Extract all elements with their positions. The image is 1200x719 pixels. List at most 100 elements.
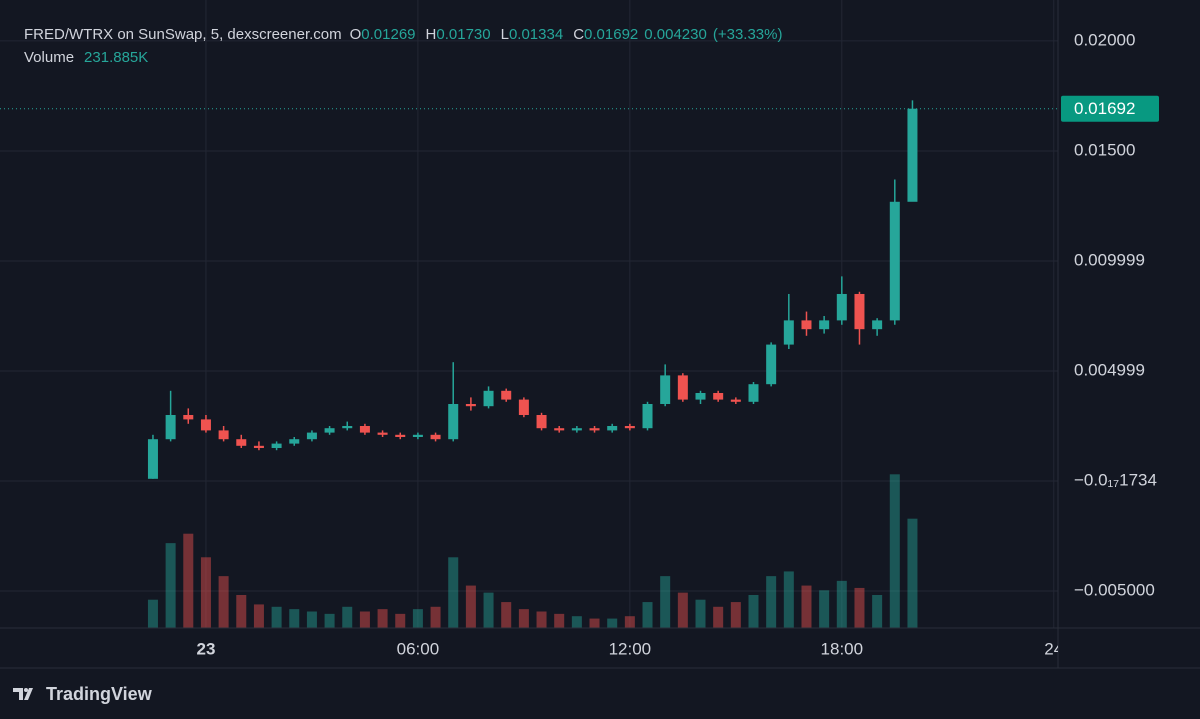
legend-open: 0.01269 bbox=[361, 26, 415, 43]
volume-bar bbox=[713, 606, 724, 628]
candle-body bbox=[836, 293, 847, 321]
candle-body bbox=[607, 426, 618, 431]
y-tick-label: 0.01500 bbox=[1074, 140, 1135, 159]
candle-body bbox=[306, 432, 317, 440]
volume-bar bbox=[412, 609, 423, 628]
candle-body bbox=[889, 201, 900, 321]
volume-bar bbox=[518, 609, 529, 628]
volume-value: 231.885K bbox=[84, 49, 148, 66]
candle-body bbox=[271, 443, 282, 449]
candle-body bbox=[589, 428, 600, 431]
volume-bar bbox=[677, 592, 688, 628]
y-tick-label: −0.005000 bbox=[1074, 581, 1155, 600]
candle-body bbox=[289, 439, 300, 444]
candle-body bbox=[801, 320, 812, 330]
candle-body bbox=[377, 432, 388, 435]
volume-bar bbox=[642, 602, 653, 628]
legend-l: L bbox=[501, 26, 509, 43]
last-price-label: 0.01692 bbox=[1074, 99, 1135, 118]
time-axis: 23 06:00 12:00 18:00 24 bbox=[196, 639, 1063, 658]
candle-body bbox=[518, 399, 529, 415]
volume-bar bbox=[465, 585, 476, 628]
y-tick-label: 0.02000 bbox=[1074, 30, 1135, 49]
legend-change-pct: (+33.33%) bbox=[713, 26, 783, 43]
volume-bar bbox=[271, 606, 282, 628]
legend: FRED/WTRX on SunSwap, 5, dexscreener.com… bbox=[24, 26, 782, 43]
candle-body bbox=[236, 439, 247, 446]
candle-body bbox=[783, 320, 794, 345]
candle-body bbox=[147, 439, 158, 479]
volume-bar bbox=[571, 616, 582, 628]
candle-body bbox=[342, 426, 353, 429]
candle-body bbox=[695, 392, 706, 400]
last-price-box bbox=[1061, 95, 1159, 122]
volume-bar bbox=[607, 618, 618, 628]
volume-bar bbox=[306, 611, 317, 628]
x-tick-label: 06:00 bbox=[397, 639, 440, 658]
volume-bar bbox=[183, 533, 194, 628]
legend-low: 0.01334 bbox=[509, 26, 563, 43]
volume-bar bbox=[200, 557, 211, 628]
x-tick-label: 12:00 bbox=[609, 639, 652, 658]
volume-bar bbox=[165, 543, 176, 628]
legend-high: 0.01730 bbox=[436, 26, 490, 43]
candle-body bbox=[819, 320, 830, 330]
volume-bar bbox=[236, 595, 247, 628]
volume-bar bbox=[660, 576, 671, 628]
candle-body bbox=[200, 419, 211, 431]
candle-body bbox=[571, 428, 582, 431]
volume-bar bbox=[501, 602, 512, 628]
candle-body bbox=[730, 399, 741, 402]
candle-body bbox=[624, 426, 635, 429]
y-tick-label: −0.0₁₇1734 bbox=[1074, 470, 1157, 489]
candle-body bbox=[642, 403, 653, 429]
volume-legend: Volume 231.885K bbox=[24, 49, 148, 66]
volume-bar bbox=[748, 595, 759, 628]
x-tick-label: 18:00 bbox=[821, 639, 864, 658]
candle-body bbox=[766, 344, 777, 385]
volume-bar bbox=[483, 592, 494, 628]
volume-bar bbox=[801, 585, 812, 628]
logo-icon bbox=[13, 688, 33, 700]
candle-body bbox=[165, 414, 176, 440]
volume-bar bbox=[218, 576, 229, 628]
volume-bar bbox=[377, 609, 388, 628]
logo: TradingView bbox=[13, 684, 153, 704]
volume-bar bbox=[836, 580, 847, 628]
volume-bar bbox=[872, 595, 883, 628]
candle-body bbox=[448, 403, 459, 440]
volume-bar bbox=[695, 599, 706, 628]
volume-bar bbox=[289, 609, 300, 628]
candle-body bbox=[183, 414, 194, 420]
y-tick-label: 0.009999 bbox=[1074, 250, 1145, 269]
candle-body bbox=[872, 320, 883, 330]
volume-bar bbox=[448, 557, 459, 628]
volume-bar bbox=[430, 606, 441, 628]
legend-close: 0.01692 bbox=[584, 26, 638, 43]
volume-bar bbox=[819, 590, 830, 628]
volume-bar bbox=[889, 474, 900, 628]
brand: TradingView bbox=[46, 684, 153, 704]
legend-change: 0.004230 bbox=[644, 26, 707, 43]
candle-body bbox=[554, 428, 565, 431]
volume-bar bbox=[554, 613, 565, 628]
volume-bar bbox=[342, 606, 353, 628]
legend-o: O bbox=[350, 26, 362, 43]
candle-body bbox=[536, 414, 547, 429]
volume-bar bbox=[253, 604, 264, 628]
candle-body bbox=[907, 108, 918, 202]
candle-body bbox=[854, 293, 865, 330]
candle-body bbox=[748, 384, 759, 402]
volume-bar bbox=[783, 571, 794, 628]
volume-bar bbox=[854, 587, 865, 628]
logo-dot bbox=[24, 688, 28, 692]
candle-body bbox=[395, 434, 406, 438]
x-tick-label: 24 bbox=[1044, 639, 1063, 658]
legend-c: C bbox=[573, 26, 584, 43]
candle-body bbox=[465, 403, 476, 407]
volume-bar bbox=[395, 613, 406, 628]
candle-body bbox=[713, 392, 724, 400]
legend-title: FRED/WTRX on SunSwap, 5, dexscreener.com bbox=[24, 26, 342, 43]
volume-bar bbox=[907, 518, 918, 628]
